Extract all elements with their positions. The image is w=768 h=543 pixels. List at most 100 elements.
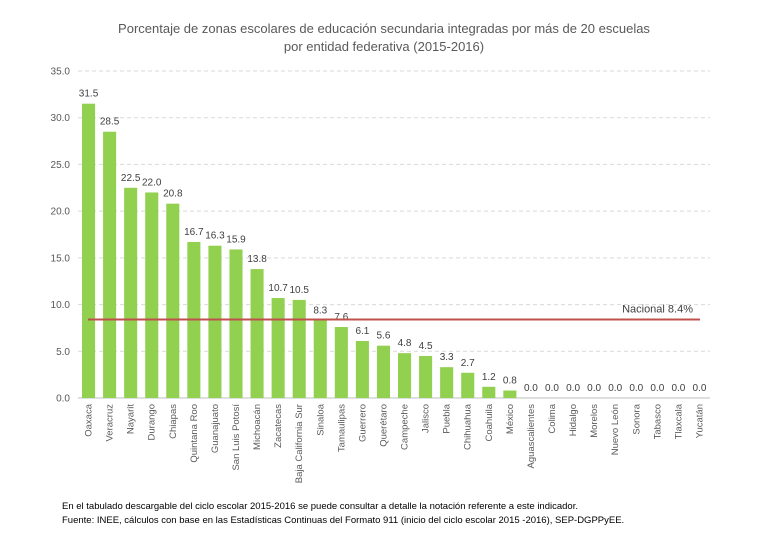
- bars: [82, 103, 517, 398]
- data-label: 0.0: [545, 383, 559, 394]
- bar: [440, 367, 454, 398]
- category-label: Querétaro: [378, 404, 389, 447]
- data-label: 7.6: [334, 312, 348, 323]
- category-label: Puebla: [442, 403, 453, 433]
- category-label: Hidalgo: [568, 404, 579, 436]
- bar: [376, 345, 390, 398]
- y-tick-label: 35.0: [51, 67, 71, 78]
- data-label: 1.2: [482, 372, 496, 383]
- bar: [271, 298, 285, 398]
- data-label: 16.7: [184, 227, 204, 238]
- bar: [334, 326, 348, 398]
- data-label: 5.6: [377, 331, 391, 342]
- category-label: Durango: [147, 404, 158, 440]
- bar: [313, 320, 327, 398]
- data-label: 0.0: [524, 383, 538, 394]
- bar: [145, 192, 159, 398]
- bar: [166, 203, 180, 398]
- bar: [208, 245, 222, 398]
- gridlines: [78, 70, 710, 399]
- x-axis-categories: Oaxaca Veracruz Nayarit Durango Chiapas Quint…: [84, 403, 706, 483]
- category-label: Sonora: [631, 403, 642, 434]
- category-label: Michoacán: [252, 404, 263, 450]
- data-label: 8.3: [313, 305, 327, 316]
- bar: [398, 353, 412, 398]
- data-label: 0.0: [671, 383, 685, 394]
- data-label: 4.8: [398, 338, 412, 349]
- y-tick-label: 0.0: [56, 394, 70, 405]
- data-label: 0.0: [650, 383, 664, 394]
- footnote-note: En el tabulado descargable del ciclo esc…: [62, 501, 578, 512]
- data-label: 15.9: [226, 234, 246, 245]
- y-tick-label: 25.0: [51, 160, 71, 171]
- category-label: Tabasco: [652, 404, 663, 439]
- data-label: 4.5: [419, 341, 433, 352]
- data-labels: 31.5 28.5 22.5 22.020.8 16.7 16.3 15.913.8 10.7…: [79, 89, 707, 394]
- data-label: 3.3: [440, 352, 454, 363]
- chart-title: Porcentaje de zonas escolares de educaci…: [0, 20, 768, 56]
- data-label: 6.1: [355, 326, 369, 337]
- data-label: 28.5: [100, 117, 120, 128]
- category-label: Chihuahua: [463, 403, 474, 450]
- data-label: 2.7: [461, 358, 475, 369]
- category-label: Tlaxcala: [673, 403, 684, 439]
- data-label: 10.5: [289, 285, 309, 296]
- data-label: 16.3: [205, 231, 225, 242]
- footnotes: En el tabulado descargable del ciclo esc…: [62, 500, 624, 528]
- data-label: 22.0: [142, 177, 162, 188]
- category-label: Coahuila: [484, 403, 495, 441]
- bar: [229, 249, 243, 398]
- y-tick-label: 5.0: [56, 347, 70, 358]
- y-tick-label: 10.0: [51, 300, 71, 311]
- bar: [355, 341, 369, 398]
- data-label: 10.7: [268, 283, 288, 294]
- data-label: 31.5: [79, 89, 99, 100]
- bar: [482, 386, 496, 398]
- data-label: 0.0: [587, 383, 601, 394]
- bar: [82, 103, 96, 398]
- category-label: Jalisco: [421, 404, 432, 433]
- category-label: Sinaloa: [315, 403, 326, 435]
- bar: [250, 269, 264, 398]
- data-label: 13.8: [247, 254, 267, 265]
- bar: [292, 299, 306, 398]
- category-label: Nuevo León: [610, 404, 621, 455]
- footnote-source: Fuente: INEE, cálculos con base en las E…: [62, 515, 625, 526]
- reference-line-group: Nacional 8.4%: [88, 304, 700, 321]
- category-label: Chiapas: [168, 404, 179, 439]
- category-label: México: [505, 404, 516, 434]
- data-label: 20.8: [163, 189, 183, 200]
- data-label: 0.0: [693, 383, 707, 394]
- category-label: Guanajuato: [210, 404, 221, 453]
- data-label: 22.5: [121, 173, 141, 184]
- bar: [103, 131, 117, 398]
- chart-title-line-2: por entidad federativa (2015-2016): [283, 39, 485, 54]
- data-label: 0.0: [608, 383, 622, 394]
- category-label: Guerrero: [357, 404, 368, 442]
- bar-chart: 0.0 5.0 10.0 15.0 20.0 25.0 30.0 35.0 31.5 28.5 2…: [51, 67, 710, 483]
- category-label: San Luis Potosí: [231, 404, 242, 471]
- category-label: Campeche: [400, 404, 411, 450]
- category-label: Zacatecas: [273, 404, 284, 448]
- data-label: 0.0: [629, 383, 643, 394]
- data-label: 0.8: [503, 376, 517, 387]
- y-axis-ticks: 0.0 5.0 10.0 15.0 20.0 25.0 30.0 35.0: [51, 67, 71, 405]
- category-label: Morelos: [589, 404, 600, 438]
- category-label: Yucatán: [694, 404, 705, 438]
- category-label: Nayarit: [126, 404, 137, 434]
- category-label: Aguascalientes: [526, 404, 537, 469]
- y-tick-label: 20.0: [51, 207, 71, 218]
- category-label: Veracruz: [105, 404, 116, 442]
- category-label: Baja California Sur: [294, 404, 305, 483]
- data-label: 0.0: [566, 383, 580, 394]
- bar: [419, 355, 433, 398]
- bar: [461, 372, 475, 398]
- chart-title-line-1: Porcentaje de zonas escolares de educaci…: [118, 21, 650, 36]
- bar: [124, 187, 138, 398]
- category-label: Quintana Roo: [189, 404, 200, 463]
- bar: [503, 390, 517, 398]
- category-label: Tamaulipas: [336, 404, 347, 452]
- reference-line-label: Nacional 8.4%: [622, 304, 693, 316]
- y-tick-label: 30.0: [51, 113, 71, 124]
- y-tick-label: 15.0: [51, 253, 71, 264]
